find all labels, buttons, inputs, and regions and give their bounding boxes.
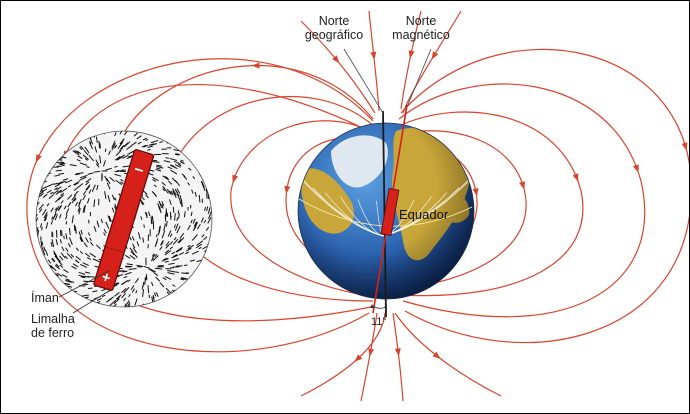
globe-meridian — [357, 199, 384, 237]
field-line — [394, 130, 527, 290]
filings-label-line1: Limalha — [31, 312, 75, 326]
declination-arc — [372, 305, 387, 309]
geo-north-label-line1: Norte — [319, 14, 350, 28]
field-arrow — [332, 55, 340, 64]
mag-north-pointer — [406, 48, 432, 108]
field-arrow — [519, 181, 525, 190]
field-arrow — [394, 348, 401, 357]
field-line — [400, 48, 689, 344]
mag-north-label-line2: magnético — [392, 28, 450, 42]
field-line — [392, 312, 404, 402]
globe-meridian — [340, 196, 384, 237]
field-arrow — [432, 351, 441, 359]
field-line — [230, 120, 378, 298]
filings-pointer — [72, 290, 110, 314]
globe-meridian — [382, 181, 469, 237]
earth-inner-magnet — [380, 188, 400, 236]
field-arrow — [284, 185, 291, 195]
field-arrow — [472, 188, 479, 197]
field-line — [398, 83, 646, 318]
bar-magnet-icon: − + — [93, 149, 155, 291]
field-arrow — [232, 174, 239, 184]
geo-north-pointer — [343, 48, 384, 114]
equator-label: Equador — [399, 207, 449, 222]
field-line — [118, 64, 374, 142]
field-arrow — [370, 51, 377, 60]
field-arrow — [408, 50, 415, 59]
globe-meridian — [382, 175, 474, 237]
field-line — [300, 20, 376, 114]
magnet-label: Íman — [31, 290, 59, 305]
field-arrow — [572, 173, 579, 182]
field-line — [400, 10, 422, 110]
field-arrow — [633, 164, 639, 173]
magnet-pointer — [58, 270, 110, 298]
mag-north-label-line1: Norte — [406, 14, 437, 28]
field-line — [26, 58, 374, 353]
declination-angle-label: 11° — [371, 316, 387, 328]
field-line — [396, 111, 584, 297]
field-line — [300, 312, 386, 397]
field-arrow — [354, 354, 363, 362]
field-arrow — [368, 348, 375, 357]
filings-label-line2: de ferro — [31, 326, 74, 340]
field-line — [368, 10, 380, 112]
field-arrow — [681, 142, 688, 151]
field-arrow — [35, 154, 42, 163]
geo-north-label-line2: geográfico — [305, 28, 363, 42]
field-line — [394, 312, 502, 397]
magnetic-field-lines — [26, 10, 689, 402]
field-arrow — [431, 51, 439, 60]
field-line — [402, 10, 462, 114]
field-arrow — [251, 62, 260, 69]
